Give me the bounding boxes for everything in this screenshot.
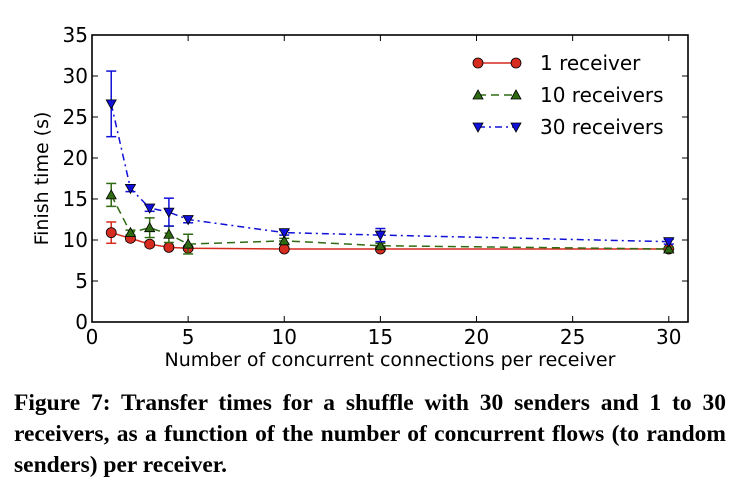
y-tick-label: 10 (63, 228, 88, 252)
legend-marker (510, 122, 522, 133)
data-point (374, 239, 387, 251)
data-point (124, 183, 137, 195)
axis-ticks: 0 5 10 15 20 25 30 0 5 10 15 20 25 30 35 (63, 23, 688, 349)
legend-label: 1 receiver (540, 51, 641, 75)
series-line (110, 194, 669, 250)
data-point (105, 227, 117, 239)
legend-label: 30 receivers (540, 115, 664, 139)
data-point (278, 234, 290, 246)
data-point (663, 243, 675, 254)
y-tick-label: 20 (63, 146, 88, 170)
data-point (163, 207, 175, 218)
data-point (163, 228, 175, 239)
y-tick-label: 35 (63, 23, 88, 47)
y-tick-label: 30 (63, 64, 88, 88)
data-point (105, 189, 117, 200)
data-point (182, 238, 194, 249)
x-tick-label: 0 (86, 325, 99, 349)
series-0 (105, 221, 675, 255)
x-tick-label: 15 (368, 325, 393, 349)
x-tick-label: 5 (182, 325, 195, 349)
legend-marker (472, 89, 484, 100)
legend-item-2: 30 receivers (472, 115, 664, 139)
legend-marker (472, 57, 484, 69)
legend-label: 10 receivers (540, 83, 664, 107)
data-point (278, 243, 290, 255)
plot-frame (91, 34, 689, 323)
legend-item-0: 1 receiver (472, 51, 641, 75)
legend-marker (472, 122, 484, 133)
legend-marker (510, 57, 522, 69)
y-tick-label: 15 (63, 187, 88, 211)
y-axis-label: Finish time (s) (31, 112, 53, 246)
x-tick-label: 25 (560, 325, 585, 349)
data-point (144, 238, 156, 250)
x-axis-label: Number of concurrent connections per rec… (165, 349, 616, 371)
chart: 0 5 10 15 20 25 30 0 5 10 15 20 25 30 35 Number of con… (31, 23, 689, 371)
y-tick-label: 0 (75, 310, 88, 334)
data-point (182, 215, 194, 226)
legend-marker (510, 89, 522, 100)
x-tick-label: 20 (464, 325, 489, 349)
data-point (663, 237, 675, 248)
data-point (143, 221, 156, 233)
legend: 1 receiver 10 receivers 30 receivers (472, 51, 664, 139)
data-point (105, 99, 117, 110)
legend-item-1: 10 receivers (472, 83, 664, 107)
data-point (143, 203, 156, 214)
figure-caption: Figure 7: Transfer times for a shuffle w… (14, 390, 726, 478)
y-tick-label: 25 (63, 105, 88, 129)
series-1 (105, 182, 675, 255)
x-tick-label: 10 (272, 325, 297, 349)
data-point (124, 226, 137, 238)
data-point (163, 241, 175, 253)
y-tick-label: 5 (75, 269, 88, 293)
series-2 (105, 70, 675, 248)
data-point (278, 228, 290, 239)
series-layer (105, 70, 675, 255)
x-tick-label: 30 (656, 325, 681, 349)
data-point (374, 230, 387, 241)
